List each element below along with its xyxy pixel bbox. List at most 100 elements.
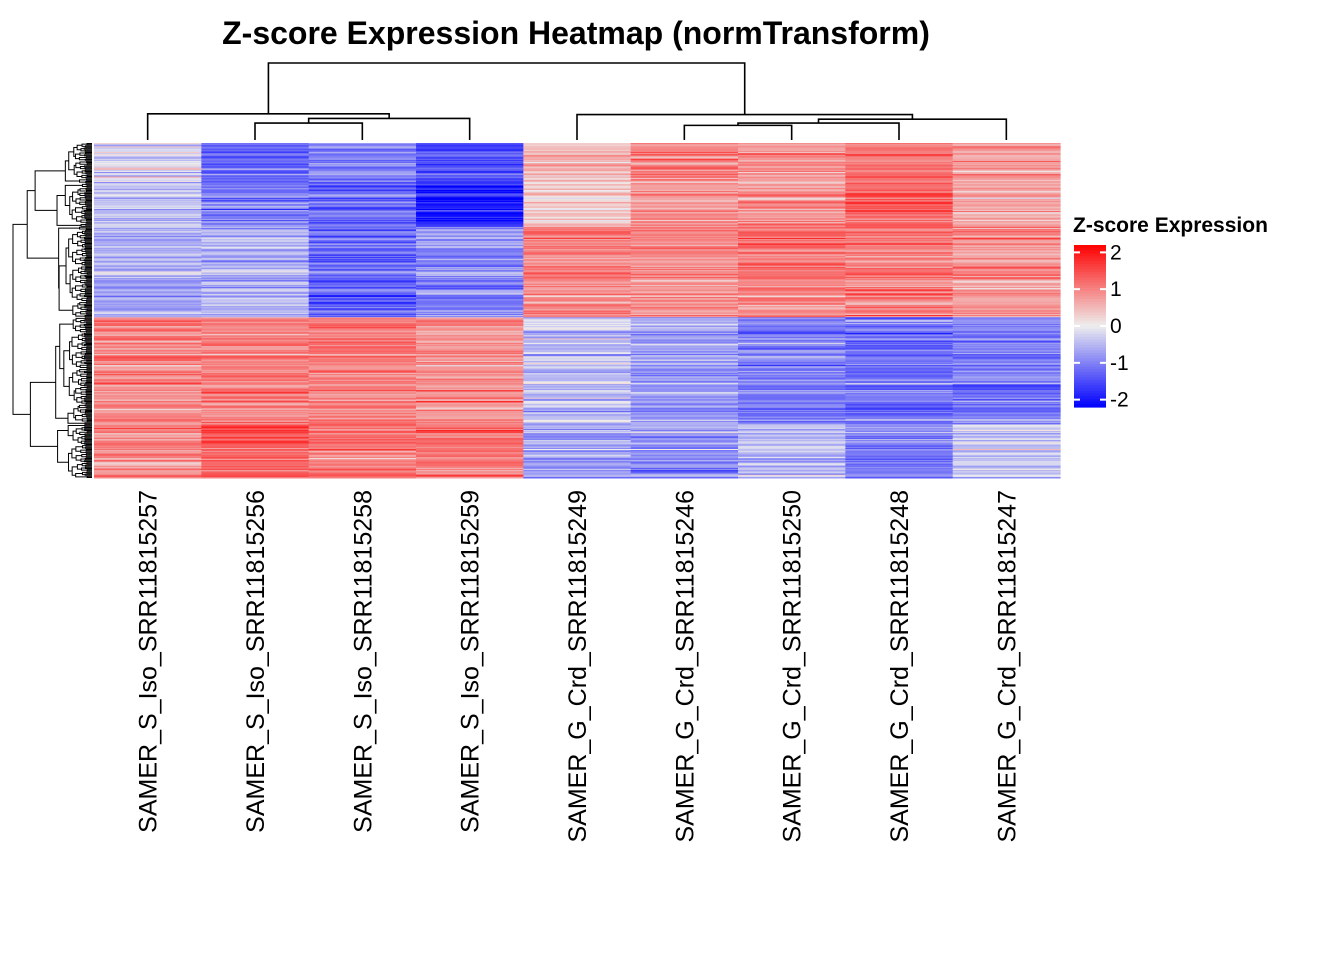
- heatmap-cell: [630, 272, 739, 275]
- heatmap-cell: [416, 211, 524, 213]
- heatmap-cell: [845, 407, 954, 410]
- heatmap-cell: [308, 224, 417, 227]
- heatmap-cell: [308, 166, 417, 169]
- heatmap-cell: [952, 441, 1061, 443]
- heatmap-cell: [523, 279, 632, 281]
- heatmap-cell: [952, 175, 1061, 177]
- heatmap-cell: [523, 413, 632, 415]
- heatmap-cell: [416, 303, 524, 306]
- heatmap-cell: [94, 464, 202, 467]
- heatmap-cell: [201, 191, 310, 193]
- heatmap-cell: [523, 444, 632, 447]
- heatmap-cell: [201, 428, 310, 431]
- heatmap-cell: [94, 169, 202, 172]
- heatmap-cell: [523, 314, 632, 317]
- row-dendrogram-branch: [79, 192, 85, 196]
- heatmap-cell: [845, 341, 954, 344]
- heatmap-cell: [94, 370, 202, 373]
- heatmap-cell: [416, 393, 524, 395]
- heatmap-cell: [201, 203, 310, 205]
- heatmap-cell: [952, 400, 1061, 403]
- legend-color-step: [1074, 263, 1106, 268]
- heatmap-cell: [630, 195, 739, 198]
- heatmap-cell: [845, 379, 954, 382]
- row-dendrogram-branch: [84, 288, 92, 291]
- heatmap-cell: [94, 272, 202, 275]
- heatmap-cell: [630, 399, 739, 402]
- heatmap-cell: [952, 367, 1061, 370]
- heatmap-cell: [94, 366, 202, 368]
- heatmap-cell: [416, 337, 524, 339]
- heatmap-cell: [308, 397, 417, 400]
- heatmap-cell: [94, 226, 202, 229]
- heatmap-cell: [201, 361, 310, 364]
- heatmap-cell: [738, 408, 846, 411]
- row-dendrogram-branch: [79, 409, 86, 413]
- heatmap-cell: [94, 319, 202, 322]
- heatmap-cell: [523, 268, 632, 270]
- legend-color-step: [1074, 277, 1106, 281]
- row-dendrogram-branch: [86, 359, 92, 362]
- heatmap-cell: [845, 204, 954, 207]
- row-dendrogram-branch: [86, 321, 92, 324]
- heatmap-cell: [630, 203, 739, 205]
- heatmap-cell: [523, 445, 632, 448]
- heatmap-cell: [952, 437, 1061, 440]
- heatmap-cell: [523, 451, 632, 453]
- heatmap-cell: [630, 231, 739, 233]
- heatmap-cell: [416, 156, 524, 159]
- heatmap-cell: [952, 428, 1061, 431]
- heatmap-cell: [416, 145, 524, 147]
- heatmap-cell: [738, 148, 846, 151]
- heatmap-cell: [523, 412, 632, 414]
- legend-color-step: [1074, 261, 1106, 265]
- heatmap-cell: [845, 455, 954, 458]
- heatmap-cell: [523, 232, 632, 234]
- row-dendrogram-branch: [84, 274, 92, 277]
- heatmap-cell: [738, 143, 846, 145]
- dendrogram-branch: [254, 122, 364, 140]
- heatmap-cell: [201, 145, 310, 147]
- heatmap-cell: [201, 399, 310, 402]
- heatmap-cell: [630, 197, 739, 200]
- heatmap-cell: [630, 164, 739, 166]
- row-dendrogram-branch: [59, 323, 74, 370]
- legend-color-step: [1074, 272, 1106, 276]
- legend-color-step: [1074, 398, 1106, 403]
- heatmap-cell: [738, 221, 846, 223]
- heatmap-cell: [201, 340, 310, 343]
- heatmap-cell: [845, 279, 954, 281]
- heatmap-cell: [845, 311, 954, 314]
- heatmap-cell: [201, 249, 310, 251]
- heatmap-cell: [523, 249, 632, 251]
- row-dendrogram-branch: [81, 261, 86, 266]
- heatmap-cell: [630, 253, 739, 256]
- heatmap-cell: [94, 433, 202, 435]
- heatmap-cell: [845, 298, 954, 300]
- heatmap-cell: [416, 342, 524, 345]
- heatmap-cell: [952, 327, 1061, 329]
- heatmap-cell: [952, 158, 1061, 161]
- heatmap-cell: [523, 380, 632, 383]
- heatmap-cell: [630, 244, 739, 247]
- heatmap-cell: [952, 407, 1061, 410]
- heatmap-cell: [308, 195, 417, 198]
- heatmap-cell: [845, 254, 954, 257]
- heatmap-cell: [845, 406, 954, 409]
- heatmap-cell: [416, 426, 524, 429]
- row-dendrogram-branch: [72, 251, 77, 262]
- heatmap-cell: [416, 212, 524, 214]
- heatmap-cell: [845, 374, 954, 376]
- heatmap-cell: [738, 398, 846, 401]
- row-dendrogram-branch: [84, 236, 92, 239]
- heatmap-cell: [952, 365, 1061, 367]
- heatmap-cell: [416, 460, 524, 462]
- heatmap-cell: [738, 383, 846, 385]
- heatmap-cell: [523, 466, 632, 469]
- heatmap-cell: [308, 163, 417, 165]
- heatmap-cell: [94, 280, 202, 282]
- heatmap-cell: [738, 459, 846, 461]
- heatmap-cell: [201, 412, 310, 414]
- heatmap-cell: [416, 252, 524, 255]
- heatmap-cell: [416, 307, 524, 309]
